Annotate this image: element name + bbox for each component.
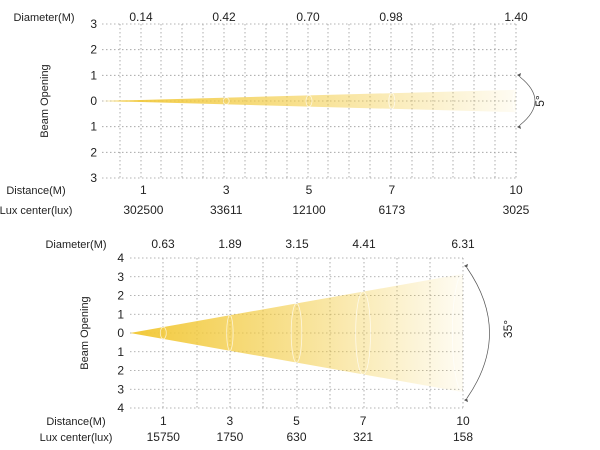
distance-value: 10 [509, 183, 523, 197]
distance-value: 1 [140, 183, 147, 197]
diameter-value: 0.70 [296, 10, 320, 24]
angle-arrow-top-icon [517, 73, 521, 77]
y-tick-label: 2 [117, 289, 124, 303]
diameter-value: 4.41 [352, 237, 376, 251]
y-tick-label: 2 [117, 364, 124, 378]
diameter-row-label: Diameter(M) [45, 239, 106, 251]
y-tick-label: 1 [117, 345, 124, 359]
angle-arrow-bottom-icon [464, 398, 468, 403]
beam-section [226, 314, 234, 352]
beam-section [305, 94, 313, 108]
distance-value: 1 [160, 414, 167, 428]
lux-value: 1750 [217, 430, 244, 444]
lux-value: 6173 [378, 203, 405, 217]
y-tick-label: 4 [117, 401, 124, 415]
diameter-value: 3.15 [285, 237, 309, 251]
beam-section [290, 303, 303, 363]
diameter-value: 1.40 [504, 10, 528, 24]
lux-value: 321 [353, 430, 373, 444]
y-tick-label: 3 [90, 171, 97, 185]
beam-cone [130, 273, 463, 393]
y-tick-label: 1 [117, 307, 124, 321]
y-tick-label: 2 [90, 43, 97, 57]
diameter-value: 0.42 [212, 10, 236, 24]
lux-value: 630 [286, 430, 306, 444]
lux-row-label: Lux center(lux) [40, 432, 113, 444]
y-tick-label: 1 [90, 68, 97, 82]
lux-value: 3025 [503, 203, 530, 217]
beam-angle-arc [519, 76, 536, 126]
beam-angle-arc [466, 267, 490, 399]
distance-value: 5 [306, 183, 313, 197]
lux-value: 15750 [147, 430, 181, 444]
lux-value: 33611 [210, 203, 243, 217]
y-tick-label: 1 [90, 120, 97, 134]
diameter-value: 0.14 [129, 10, 153, 24]
diameter-value: 1.89 [218, 237, 242, 251]
diameter-value: 0.98 [379, 10, 403, 24]
beam-angle-label: 5° [533, 95, 547, 107]
y-tick-label: 3 [117, 270, 124, 284]
y-axis-title: Beam Opening [79, 296, 91, 369]
beam-section [388, 92, 396, 110]
y-tick-label: 0 [117, 326, 124, 340]
y-tick-label: 0 [90, 94, 97, 108]
distance-value: 3 [223, 183, 230, 197]
distance-row-label: Distance(M) [6, 185, 65, 197]
lux-value: 12100 [292, 203, 326, 217]
distance-value: 5 [293, 414, 300, 428]
beam-section [355, 291, 371, 375]
beam-angle-label: 35° [501, 320, 515, 338]
distance-value: 3 [227, 414, 234, 428]
beam-cone [102, 89, 516, 113]
angle-arrow-top-icon [464, 263, 468, 268]
lux-value: 302500 [123, 203, 163, 217]
distance-value: 10 [456, 414, 470, 428]
beam-section [451, 273, 475, 393]
diameter-value: 0.63 [151, 237, 175, 251]
angle-arrow-bottom-icon [517, 125, 521, 129]
beam-section [222, 97, 230, 105]
lux-value: 158 [453, 430, 473, 444]
y-tick-label: 2 [90, 145, 97, 159]
distance-row-label: Distance(M) [46, 416, 105, 428]
beam-section [159, 326, 167, 340]
distance-value: 7 [388, 183, 395, 197]
y-tick-label: 4 [117, 251, 124, 265]
distance-value: 7 [360, 414, 367, 428]
y-axis-title: Beam Opening [39, 64, 51, 137]
lux-row-label: Lux center(lux) [0, 205, 72, 217]
diameter-value: 6.31 [451, 237, 475, 251]
y-tick-label: 3 [90, 17, 97, 31]
y-tick-label: 3 [117, 382, 124, 396]
beam-section [512, 89, 520, 113]
diameter-row-label: Diameter(M) [13, 12, 74, 24]
